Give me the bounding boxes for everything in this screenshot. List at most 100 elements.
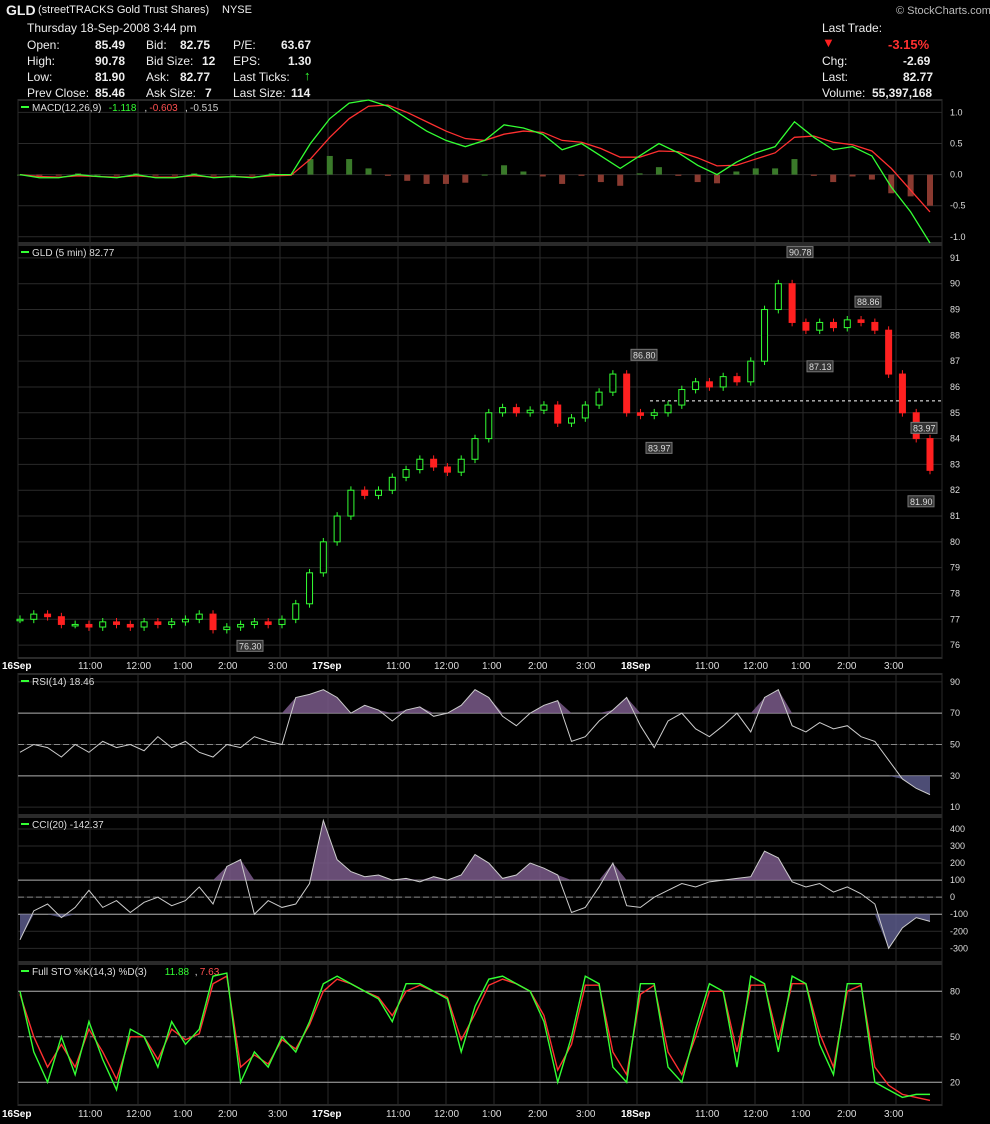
legend-value: -0.603 (149, 103, 178, 114)
ask-size-label: Ask Size: (146, 86, 197, 100)
legend-sep: , (185, 103, 188, 114)
price-annotation-label: 83.97 (648, 443, 671, 453)
macd-histogram-bar (365, 168, 372, 175)
bid-size-label: Bid Size: (146, 54, 194, 68)
x-time-label: 11:00 (695, 1109, 720, 1120)
candle-body (347, 489, 355, 517)
legend-swatch (21, 251, 29, 253)
macd-histogram-bar (907, 174, 914, 197)
x-day-label: 16Sep (2, 661, 31, 672)
x-time-label: 12:00 (126, 661, 151, 672)
macd-histogram-bar (152, 174, 159, 176)
y-tick-label: 85 (950, 408, 960, 418)
macd-histogram-bar (636, 173, 643, 175)
price-annotation-box (645, 441, 673, 454)
panel-legend: MACD(12,26,9) (32, 103, 101, 114)
price-annotation-label: 87.13 (809, 362, 832, 372)
y-tick-label: 82 (950, 485, 960, 495)
price-annotation-box (854, 295, 882, 308)
candle-body (85, 623, 93, 628)
ask-value: 82.77 (180, 70, 211, 84)
exchange: NYSE (222, 4, 252, 16)
y-tick-label: 1.0 (950, 107, 963, 117)
x-time-label: 2:00 (218, 661, 238, 672)
macd-histogram-bar (384, 174, 391, 176)
candle-body (374, 489, 382, 496)
macd-histogram-bar (94, 174, 101, 176)
y-tick-label: 30 (950, 771, 960, 781)
macd-series-line (19, 99, 931, 244)
price-annotation-label: 90.78 (789, 248, 812, 258)
macd-histogram-bar (171, 174, 178, 176)
candle-body (788, 283, 796, 323)
macd-histogram-bar (113, 174, 120, 176)
macd-histogram-bar (404, 174, 411, 181)
panel-legend: CCI(20) -142.37 (32, 820, 104, 831)
macd-histogram-bar (55, 174, 62, 176)
x-time-label: 1:00 (482, 661, 502, 672)
macd-histogram-bar (249, 174, 256, 176)
candle-body (705, 381, 713, 388)
y-tick-label: 91 (950, 253, 960, 263)
candle-body (416, 458, 424, 471)
price-annotation-box (806, 360, 834, 373)
y-tick-label: 50 (950, 1032, 960, 1042)
y-tick-label: 86 (950, 382, 960, 392)
high-label: High: (27, 54, 56, 68)
x-time-label: 1:00 (173, 661, 193, 672)
open-label: Open: (27, 38, 60, 52)
sto-series-line (19, 975, 931, 1102)
candle-body (581, 404, 589, 419)
legend-swatch (21, 680, 29, 682)
y-tick-label: 90 (950, 677, 960, 687)
rsi-overbought-area (20, 689, 930, 714)
x-day-label: 18Sep (621, 1109, 650, 1120)
x-time-label: 11:00 (386, 661, 411, 672)
legend-swatch (21, 106, 29, 108)
bid-value: 82.75 (180, 38, 211, 52)
y-tick-label: 50 (950, 740, 960, 750)
price-annotation-box (630, 348, 658, 361)
price-annotation-box (236, 639, 264, 652)
candle-body (485, 412, 493, 440)
bid-size-value: 12 (202, 54, 216, 68)
legend-swatch (21, 970, 29, 972)
candle-body (333, 515, 341, 543)
y-tick-label: 0.0 (950, 170, 963, 180)
x-day-label: 16Sep (2, 1109, 31, 1120)
price-annotation-box (786, 246, 814, 259)
candle-body (512, 407, 520, 414)
y-tick-label: 20 (950, 1077, 960, 1087)
candle-body (126, 623, 134, 628)
y-tick-label: -200 (950, 926, 968, 936)
candle-body (16, 618, 24, 622)
low-label: Low: (27, 70, 53, 84)
legend-value: -1.118 (109, 103, 137, 114)
x-time-label: 2:00 (218, 1109, 238, 1120)
candle-body (443, 466, 451, 473)
rsi-line (19, 688, 931, 796)
candle-body (926, 438, 934, 471)
candle-body (554, 404, 562, 424)
company-name: (streetTRACKS Gold Trust Shares) (38, 4, 210, 16)
x-time-label: 1:00 (173, 1109, 193, 1120)
candle-body (278, 618, 286, 625)
candle-body (761, 309, 769, 362)
x-time-label: 3:00 (576, 1109, 596, 1120)
candle-body (595, 391, 603, 406)
x-time-label: 1:00 (791, 1109, 811, 1120)
x-time-label: 3:00 (576, 661, 596, 672)
panel-frame (17, 816, 943, 963)
brand-logo: © StockCharts.com (896, 5, 990, 17)
x-time-label: 2:00 (528, 661, 548, 672)
x-time-label: 12:00 (434, 661, 459, 672)
candle-body (250, 621, 258, 625)
macd-histogram-bar (307, 159, 314, 175)
panel-legend: GLD (5 min) 82.77 (32, 248, 115, 259)
legend-sep: , (144, 103, 147, 114)
candle-body (195, 613, 203, 620)
quote-date: Thursday 18-Sep-2008 3:44 pm (27, 21, 197, 35)
macd-histogram-bar (849, 174, 856, 177)
y-tick-label: 76 (950, 640, 960, 650)
macd-histogram-bar (927, 174, 933, 206)
